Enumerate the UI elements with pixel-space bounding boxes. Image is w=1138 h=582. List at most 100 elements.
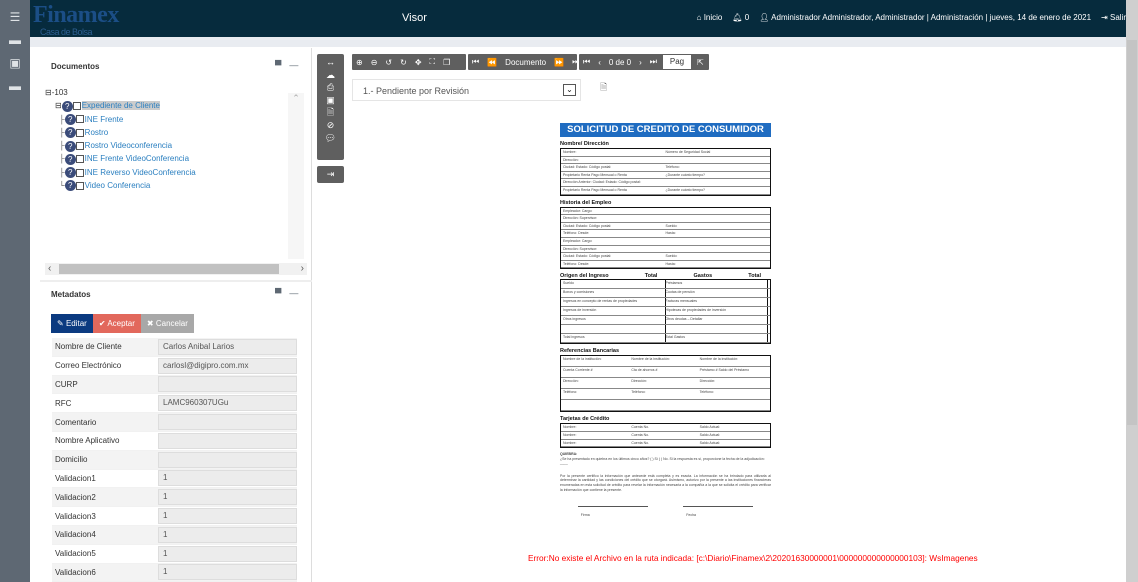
breadcrumb-strip [30,37,1126,47]
zoom-in-icon[interactable]: ⊕ [356,57,363,67]
tree-item[interactable]: ├? Rostro Videoconferencia [59,140,173,152]
field-input[interactable]: Carlos Anibal Larios [158,338,297,355]
left-panel: Documentos ▀ — ⊟-103 ⊟? Expediente de Clie… [40,48,312,582]
next-doc-icon[interactable]: ⏩ [554,57,565,67]
form-row: Otros ingresos Otros deudas – Detallar [561,316,770,326]
field-label: Comentario [55,417,97,427]
rotate-right-icon[interactable]: ↻ [400,57,407,67]
tree-item[interactable]: └? Video Conferencia [59,180,151,192]
form-row: Empleador: Cargo: [561,208,770,216]
export-icon[interactable]: ⇱ [697,57,704,67]
tree-item[interactable]: ├? Rostro [59,127,109,139]
metadata-row: Comentario [52,413,297,432]
metadata-row: Correo Electrónico carlosl@digipro.com.mx [52,357,297,376]
document-icon[interactable]: 🗎︎ [326,107,335,118]
prev-page-icon[interactable]: ‹ [598,57,601,67]
home-icon: ⌂ [696,13,702,22]
accept-button[interactable]: ✔ Aceptar [92,314,141,333]
form-row: Empleador: Cargo: [561,238,770,246]
tree-folder[interactable]: ⊟? Expediente de Cliente [55,100,160,112]
tree-root[interactable]: ⊟-103 [45,88,68,97]
first-doc-icon[interactable]: ⏮ [472,57,480,66]
tree-hscrollbar[interactable]: ‹ › [45,263,307,275]
next-page-icon[interactable]: › [639,57,642,67]
minimize-icon[interactable]: — [289,288,299,298]
field-input[interactable] [158,376,297,393]
checkbox[interactable] [75,128,84,137]
prev-doc-icon[interactable]: ⏪ [487,57,498,67]
checkbox[interactable] [75,168,84,177]
print-icon[interactable]: ⎙ [326,82,335,93]
field-input[interactable] [158,432,297,449]
zoom-out-icon[interactable]: ⊖ [370,57,378,67]
field-label: Validacion5 [55,549,96,559]
logout-link[interactable]: ⇥ Salir [1101,13,1126,22]
document-preview: SOLICITUD DE CREDITO DE CONSUMIDOR Nombr… [560,123,771,518]
file-icon[interactable]: 🗎︎ [600,82,608,92]
page-input[interactable]: Pag [663,55,691,69]
tree-item[interactable]: ├? INE Frente [59,113,124,125]
rotate-left-icon[interactable]: ↺ [385,57,393,67]
comments-icon[interactable]: 💬︎ [324,132,337,143]
field-input[interactable] [158,414,297,431]
help-icon: ? [64,140,76,152]
home-link[interactable]: ⌂ Inicio [696,13,723,22]
metadata-row: CURP [52,375,297,395]
last-doc-icon[interactable]: ⏭ [572,57,580,66]
field-input[interactable]: 1 [158,545,297,562]
cancel-button[interactable]: ✖ Cancelar [140,314,194,333]
form-row: Nombre: Cuenta No. Saldo Actual: [561,424,770,432]
status-select[interactable]: 1.- Pendiente por Revisión ⌄ [352,79,581,101]
field-input[interactable] [158,451,297,468]
maximize-icon[interactable]: ▀ [275,60,282,70]
document-nav-toolbar: ⏮ ⏪ Documento ⏩ ⏭ [468,54,579,70]
fit-width-icon[interactable]: ↔ [326,57,335,67]
minimize-icon[interactable]: — [289,60,299,70]
upload-icon[interactable]: ☁ [326,69,335,80]
hide-icon[interactable]: ⊘ [326,119,335,130]
field-input[interactable]: carlosl@digipro.com.mx [158,357,297,374]
user-icon: 👤︎ [759,13,770,22]
metadata-row: Validacion6 1 [52,563,297,582]
checkbox[interactable] [75,142,84,151]
field-label: Nombre Aplicativo [55,436,120,446]
tree-scrollbar[interactable]: ⌃ [288,93,304,259]
menu-icon[interactable]: ☰ [9,10,21,24]
metadata-row: RFC LAMC960307UGu [52,394,297,414]
exit-button[interactable]: ⇥ [317,166,344,183]
edit-button[interactable]: ✎ Editar [51,314,93,333]
checkbox[interactable] [75,181,84,190]
field-input[interactable]: 1 [158,470,297,487]
notifications[interactable]: 🔔︎ 0 [732,13,750,22]
field-input[interactable]: 1 [158,526,297,543]
metadata-row: Domicilio [52,450,297,470]
logo: Finamex Casa de Bolsa [33,2,119,37]
metadata-row: Validacion1 1 [52,470,297,489]
field-input[interactable]: 1 [158,508,297,525]
maximize-icon[interactable]: ▀ [275,288,282,298]
form-row: Ingresos en concepto de rentas de propie… [561,298,770,308]
briefcase-icon[interactable]: ▣ [9,56,21,70]
field-input[interactable]: LAMC960307UGu [158,395,297,412]
metadata-title: Metadatos [51,290,91,299]
form-row: Dirección: Supervisor: [561,215,770,223]
first-page-icon[interactable]: ⏮ [583,57,591,66]
page-scrollbar[interactable] [1126,0,1138,582]
copy-icon[interactable]: ❐ [443,57,451,67]
error-message: Error:No existe el Archivo en la ruta in… [528,553,978,563]
checkbox[interactable] [75,115,84,124]
tree-item[interactable]: ├? INE Frente VideoConferencia [59,153,190,165]
field-input[interactable]: 1 [158,489,297,506]
fullscreen-icon[interactable]: ⛶ [429,57,436,66]
move-icon[interactable]: ✥ [414,57,422,67]
tree-item[interactable]: ├? INE Reverso VideoConferencia [59,167,196,179]
inbox-icon[interactable]: ▬ [9,79,21,93]
form-row: Ciudad: Estado: Código postal: Sueldo: [561,223,770,231]
last-page-icon[interactable]: ⏭ [649,57,657,66]
checkbox[interactable] [72,102,81,111]
field-input[interactable]: 1 [158,564,297,581]
drawer-icon[interactable]: ▬ [9,33,21,47]
checkbox[interactable] [75,155,84,164]
save-icon[interactable]: ▣ [326,94,335,105]
chevron-down-icon: ⌄ [563,84,576,96]
